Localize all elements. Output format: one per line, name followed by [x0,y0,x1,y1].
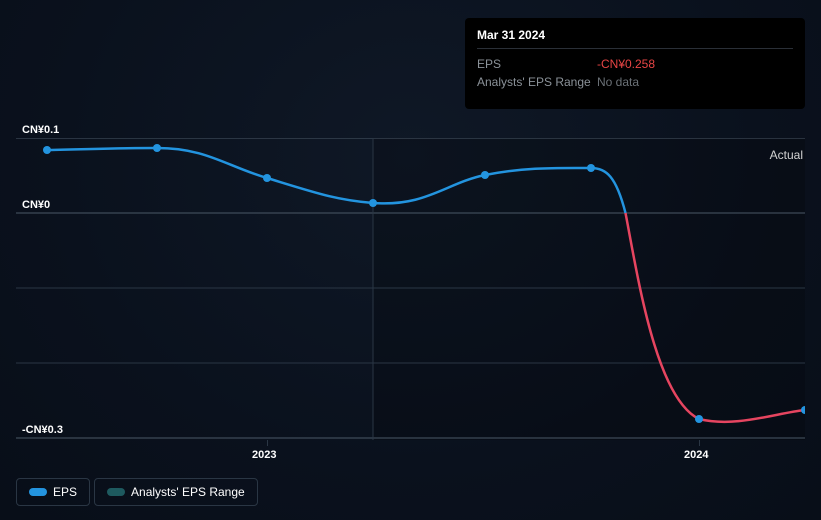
x-axis-label: 2023 [252,449,276,461]
tooltip-label: EPS [477,57,597,71]
data-point[interactable] [587,164,595,172]
legend-swatch-icon [107,488,123,496]
y-axis-label: CN¥0.1 [22,124,59,136]
tooltip-row-eps: EPS -CN¥0.258 [477,55,793,73]
data-point[interactable] [369,199,377,207]
tooltip-label: Analysts' EPS Range [477,75,597,89]
tooltip-value: No data [597,75,639,89]
legend-item-range[interactable]: Analysts' EPS Range [94,478,258,506]
data-point[interactable] [43,146,51,154]
tooltip-title: Mar 31 2024 [477,28,793,49]
chart-container: { "tooltip": { "title": "Mar 31 2024", "… [0,0,821,520]
data-point[interactable] [695,415,703,423]
legend-label: Analysts' EPS Range [131,485,245,499]
tooltip-value: -CN¥0.258 [597,57,655,71]
x-tick [699,440,700,446]
tooltip-row-range: Analysts' EPS Range No data [477,73,793,91]
chart-tooltip: Mar 31 2024 EPS -CN¥0.258 Analysts' EPS … [465,18,805,109]
actual-shade [373,138,805,440]
data-point[interactable] [263,174,271,182]
legend-item-eps[interactable]: EPS [16,478,90,506]
x-axis-label: 2024 [684,449,708,461]
legend-label: EPS [53,485,77,499]
data-point[interactable] [481,171,489,179]
legend-swatch-icon [29,488,45,496]
legend: EPS Analysts' EPS Range [16,478,258,506]
eps-chart[interactable] [16,138,805,440]
x-tick [267,440,268,446]
data-point[interactable] [153,144,161,152]
